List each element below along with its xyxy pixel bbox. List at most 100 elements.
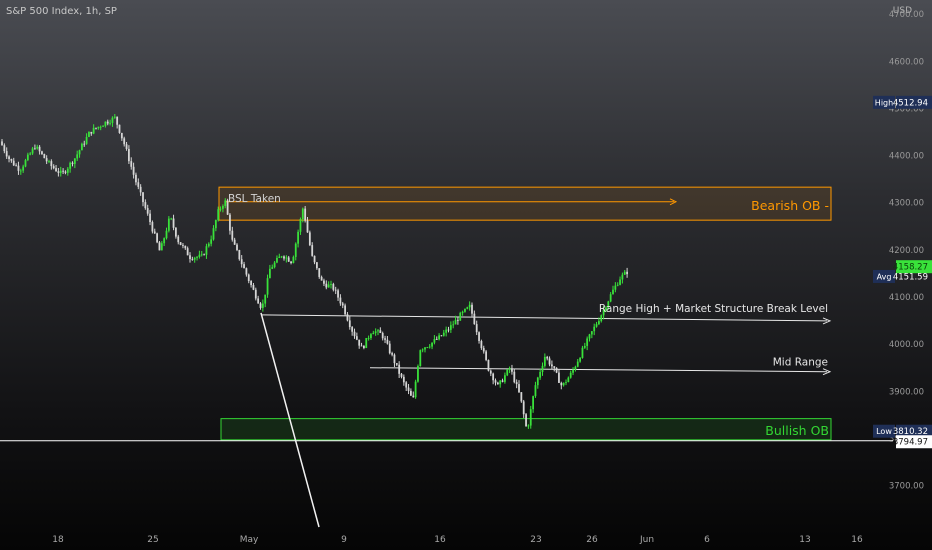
candle-body bbox=[297, 231, 299, 244]
bearish-ob-zone bbox=[218, 186, 832, 221]
candle-body bbox=[158, 242, 161, 251]
candle-body bbox=[26, 154, 29, 161]
candle-body bbox=[511, 368, 513, 372]
candle-body bbox=[78, 150, 81, 155]
candle-body bbox=[19, 170, 22, 172]
candle-body bbox=[388, 343, 391, 354]
candle-body bbox=[567, 377, 570, 383]
candle-body bbox=[372, 332, 375, 335]
candle-body bbox=[137, 182, 140, 187]
candle-body bbox=[438, 335, 440, 340]
candle-body bbox=[381, 332, 384, 339]
candle-body bbox=[308, 232, 311, 246]
candle-body bbox=[144, 202, 147, 209]
candle-body bbox=[459, 312, 462, 321]
candle-body bbox=[536, 377, 539, 386]
candle-body bbox=[405, 382, 408, 388]
low-badge-value-bg bbox=[896, 424, 932, 438]
candle-body bbox=[118, 124, 121, 133]
candle-body bbox=[518, 384, 520, 393]
reference-badge: 3794.97 bbox=[893, 435, 932, 449]
candle-body bbox=[579, 357, 581, 362]
candle-body bbox=[541, 365, 544, 372]
candle-body bbox=[8, 156, 10, 159]
candle-body bbox=[410, 390, 412, 396]
candle-body bbox=[558, 372, 560, 383]
candle-body bbox=[236, 244, 238, 251]
candle-body bbox=[214, 220, 217, 229]
candle-body bbox=[626, 271, 628, 275]
price-axis-tick: 4600.00 bbox=[889, 57, 924, 67]
candle-body bbox=[257, 298, 260, 304]
currency-label: USD bbox=[892, 6, 912, 16]
price-axis-tick: 4200.00 bbox=[889, 246, 924, 256]
candle-body bbox=[487, 359, 490, 371]
candle-body bbox=[167, 218, 170, 231]
candle-body bbox=[513, 371, 516, 383]
candle-body bbox=[276, 257, 278, 263]
price-axis-tick: 4700.00 bbox=[889, 10, 924, 20]
candle-body bbox=[259, 303, 262, 308]
candle-body bbox=[440, 335, 443, 337]
candle-body bbox=[132, 166, 135, 175]
candle-body bbox=[36, 146, 39, 149]
candle-body bbox=[15, 165, 17, 167]
price-axis-tick: 4500.00 bbox=[889, 104, 924, 114]
candle-body bbox=[116, 116, 119, 125]
avg-badge-tag: Avg bbox=[877, 272, 892, 281]
candle-body bbox=[233, 239, 236, 245]
price-axis: 4700.00 4600.00 4500.00 4400.00 4300.00 4200.… bbox=[889, 10, 924, 491]
candle-body bbox=[496, 382, 499, 385]
candle-body bbox=[619, 279, 621, 285]
candle-body bbox=[501, 380, 504, 382]
time-axis-tick: 16 bbox=[851, 535, 863, 545]
bsl-taken-label: BSL Taken bbox=[228, 193, 281, 205]
candle-body bbox=[379, 330, 382, 333]
candle-body bbox=[163, 238, 166, 244]
candle-body bbox=[191, 259, 194, 260]
candle-body bbox=[135, 174, 137, 183]
candle-body bbox=[525, 414, 527, 427]
interval-label[interactable]: 1h bbox=[85, 6, 99, 17]
candle-body bbox=[266, 278, 269, 295]
price-axis-tick: 4400.00 bbox=[889, 152, 924, 162]
candle-body bbox=[457, 319, 459, 321]
low-badge-tag-bg bbox=[873, 424, 895, 438]
range-high-line bbox=[260, 314, 828, 322]
candle-body bbox=[466, 307, 469, 309]
candle-body bbox=[240, 259, 243, 265]
candle-body bbox=[109, 122, 111, 124]
candle-body bbox=[271, 267, 274, 269]
symbol-name[interactable]: S&P 500 Index bbox=[6, 6, 80, 17]
candle-body bbox=[339, 297, 342, 304]
reference-badge-value-bg bbox=[896, 435, 932, 449]
candle-body bbox=[59, 170, 62, 173]
candle-body bbox=[560, 382, 563, 386]
annotations: BSL Taken Bearish OB - Range High + Market… bbox=[228, 193, 829, 438]
candle-body bbox=[146, 208, 149, 214]
high-badge: High 4512.94 bbox=[873, 95, 932, 109]
last-price-badge-value-bg bbox=[896, 260, 932, 274]
candle-body bbox=[551, 364, 553, 367]
candle-body bbox=[229, 214, 231, 231]
time-axis: 18 25 May 9 16 23 26 Jun 6 13 16 bbox=[52, 535, 863, 545]
candle-body bbox=[433, 339, 436, 343]
candle-body bbox=[562, 382, 565, 386]
candle-body bbox=[543, 356, 546, 366]
candle-body bbox=[605, 307, 607, 310]
candle-body bbox=[346, 314, 349, 321]
candle-body bbox=[417, 366, 419, 382]
candle-body bbox=[464, 308, 466, 312]
candle-body bbox=[337, 290, 339, 298]
candle-body bbox=[83, 143, 86, 145]
candle-body bbox=[355, 336, 358, 340]
candle-body bbox=[320, 276, 323, 281]
candle-body bbox=[508, 368, 511, 370]
avg-badge-tag-bg bbox=[873, 269, 895, 283]
candle-body bbox=[393, 354, 396, 364]
candle-body bbox=[231, 230, 234, 240]
candle-body bbox=[189, 255, 191, 260]
candle-body bbox=[48, 161, 50, 162]
